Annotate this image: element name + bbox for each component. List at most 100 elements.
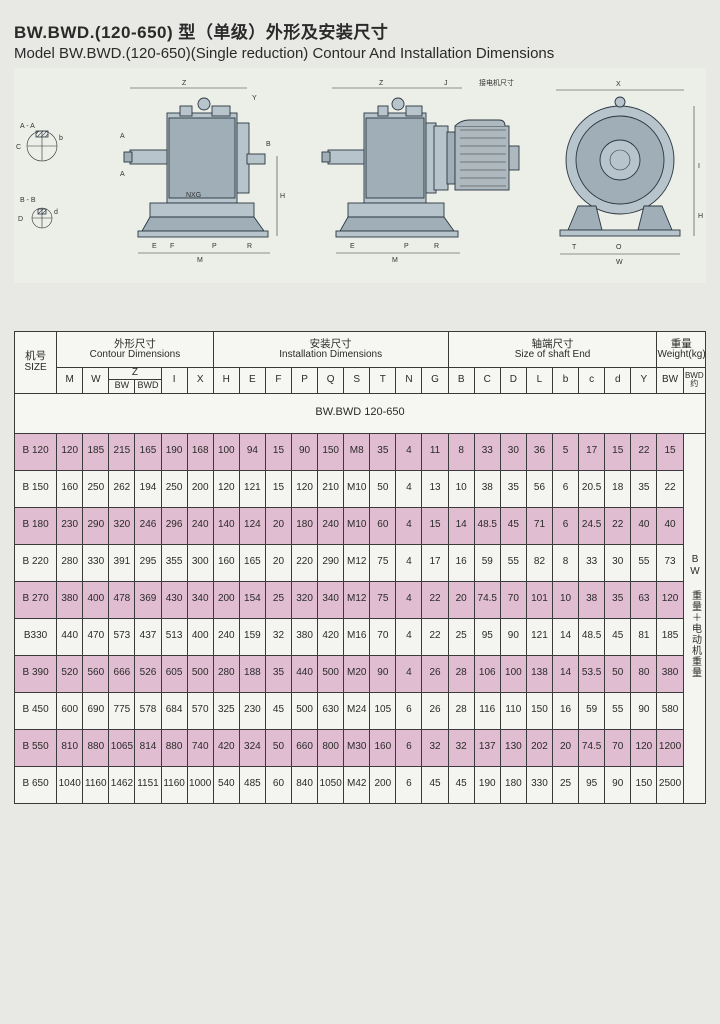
svg-text:W: W	[616, 259, 623, 266]
dimension-table-wrap: 机号SIZE 外形尺寸Contour Dimensions 安装尺寸Instal…	[14, 331, 706, 804]
cell: 800	[318, 729, 344, 766]
cell: 38	[579, 581, 605, 618]
cell: 230	[239, 692, 265, 729]
sym-G: G	[422, 368, 448, 394]
cell: M8	[344, 433, 370, 470]
cell: 35	[370, 433, 396, 470]
svg-text:E: E	[152, 243, 157, 250]
cell: 810	[57, 729, 83, 766]
sym-B: B	[448, 368, 474, 394]
cell: 15	[265, 433, 291, 470]
cell: 33	[579, 544, 605, 581]
svg-text:B - B: B - B	[20, 197, 36, 204]
model-label-row: BW.BWD 120-650	[15, 393, 706, 433]
cell: 17	[579, 433, 605, 470]
svg-text:C: C	[16, 144, 21, 151]
cell: 59	[579, 692, 605, 729]
svg-text:H: H	[280, 193, 285, 200]
table-row: B 15016025026219425020012012115120210M10…	[15, 470, 706, 507]
cell: 6	[553, 470, 579, 507]
title-en: Model BW.BWD.(120-650)(Single reduction)…	[14, 45, 706, 62]
cell: 63	[631, 581, 657, 618]
cell: M12	[344, 544, 370, 581]
cell: 210	[318, 470, 344, 507]
cell: 70	[605, 729, 631, 766]
cell: 200	[213, 581, 239, 618]
table-row: B 22028033039129535530016016520220290M12…	[15, 544, 706, 581]
hdr-install: 安装尺寸Installation Dimensions	[213, 332, 448, 368]
svg-text:P: P	[404, 243, 409, 250]
cell: 45	[605, 618, 631, 655]
cell: 35	[631, 470, 657, 507]
cell: 40	[631, 507, 657, 544]
cell: 36	[526, 433, 552, 470]
cell: 75	[370, 544, 396, 581]
cell: 50	[605, 655, 631, 692]
sym-X: X	[187, 368, 213, 394]
cell: 330	[83, 544, 109, 581]
cell: 280	[213, 655, 239, 692]
cell: 15	[657, 433, 683, 470]
svg-text:Z: Z	[182, 80, 187, 87]
sym-BWDnote: BWD 约	[683, 368, 705, 394]
sym-Z-BWD: BWD	[135, 379, 161, 393]
svg-text:R: R	[434, 243, 439, 250]
header-symbols-row: M W Z I X H E F P Q S T N G B C D L b c …	[15, 368, 706, 380]
cell: 22	[605, 507, 631, 544]
cell: 330	[526, 766, 552, 803]
table-row: B 45060069077557868457032523045500630M24…	[15, 692, 706, 729]
cell: 684	[161, 692, 187, 729]
svg-text:A - A: A - A	[20, 123, 35, 130]
cell: 90	[292, 433, 318, 470]
sym-Z: Z	[109, 368, 161, 380]
cell: 121	[526, 618, 552, 655]
table-row: B 18023029032024629624014012420180240M10…	[15, 507, 706, 544]
svg-text:NXG: NXG	[186, 192, 201, 199]
cell: 90	[631, 692, 657, 729]
sym-bb: b	[553, 368, 579, 394]
row-id: B330	[15, 618, 57, 655]
cell: M16	[344, 618, 370, 655]
cell: 605	[161, 655, 187, 692]
model-label-cell: BW.BWD 120-650	[15, 393, 706, 433]
cell: 470	[83, 618, 109, 655]
row-id: B 650	[15, 766, 57, 803]
row-id: B 390	[15, 655, 57, 692]
cell: 880	[83, 729, 109, 766]
cell: 30	[605, 544, 631, 581]
cell: 1160	[83, 766, 109, 803]
cell: 573	[109, 618, 135, 655]
cell: 188	[239, 655, 265, 692]
sym-F: F	[265, 368, 291, 394]
cell: 262	[109, 470, 135, 507]
side-note-cell: BW 重量＋电动机重量	[683, 433, 705, 803]
cell: 130	[500, 729, 526, 766]
svg-text:T: T	[572, 244, 577, 251]
cell: 6	[396, 766, 422, 803]
cell: 180	[292, 507, 318, 544]
svg-text:b: b	[59, 135, 63, 142]
cell: 180	[500, 766, 526, 803]
row-id: B 150	[15, 470, 57, 507]
cell: 20	[265, 544, 291, 581]
svg-text:M: M	[392, 257, 398, 264]
cell: 94	[239, 433, 265, 470]
cell: 1462	[109, 766, 135, 803]
cell: 165	[239, 544, 265, 581]
cell: 513	[161, 618, 187, 655]
row-id: B 550	[15, 729, 57, 766]
cell: 55	[631, 544, 657, 581]
cell: 165	[135, 433, 161, 470]
sym-cc: c	[579, 368, 605, 394]
cell: 190	[161, 433, 187, 470]
sym-H: H	[213, 368, 239, 394]
cell: 500	[292, 692, 318, 729]
sym-M: M	[57, 368, 83, 394]
cell: 240	[213, 618, 239, 655]
cell: 120	[292, 470, 318, 507]
cell: 296	[161, 507, 187, 544]
svg-text:P: P	[212, 243, 217, 250]
cell: 154	[239, 581, 265, 618]
cell: 246	[135, 507, 161, 544]
table-row: B 39052056066652660550028018835440500M20…	[15, 655, 706, 692]
